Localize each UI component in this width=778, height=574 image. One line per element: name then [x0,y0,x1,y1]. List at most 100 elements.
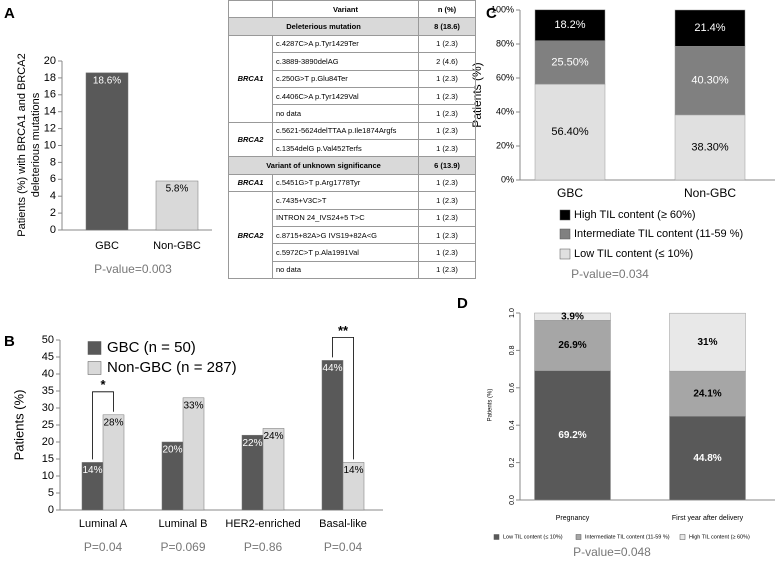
variant-table: Variant n (%) Deleterious mutation 8 (18.… [228,0,476,280]
y-tick-label: 100% [491,4,514,14]
count-cell: 1 (2.3) [418,138,476,158]
variant-row: no data 1 (2.3) [229,104,476,123]
bar-segment [534,320,611,371]
legend-swatch [559,209,571,221]
p-value: P=0.069 [160,540,205,554]
count-cell: 1 (2.3) [418,191,476,210]
y-tick-label: 50 [42,334,54,346]
variant-cell: c.5621-5624delTTAA p.Ile1874Argfs [272,121,419,141]
header-cell [228,0,273,19]
bar-segment [534,9,606,42]
y-tick-label: 80% [496,38,514,48]
x-tick-label: HER2-enriched [225,518,300,530]
p-value: P-value=0.034 [571,267,649,281]
legend-label: Low TIL content (≤ 10%) [574,248,693,260]
bar-segment [669,312,746,372]
x-tick-label: GBC [95,240,119,252]
y-tick-label: 5 [48,487,54,499]
value-label: 69.2% [558,430,586,441]
count-cell: 1 (2.3) [418,243,476,262]
variant-cell: c.3889-3890delAG [272,52,419,71]
y-tick-label: 2 [50,207,56,219]
legend-label: Non-GBC (n = 287) [107,359,237,376]
legend-label: High TIL content (≥ 60%) [574,209,696,221]
y-tick-label: 0 [48,504,54,516]
variant-row: BRCA2 c.7435+V3C>T 1 (2.3) [228,191,476,279]
panel-letter: D [457,295,468,312]
y-tick-label: 1.0 [509,308,516,318]
p-value: P-value=0.003 [94,262,172,276]
y-tick-label: 20 [42,436,54,448]
variant-cell: no data [272,260,419,280]
value-label: 24.1% [693,388,721,399]
y-tick-label: 4 [50,190,56,202]
y-tick-label: 12 [44,123,56,135]
y-tick-label: 0.2 [509,458,516,468]
y-tick-label: 8 [50,156,56,168]
y-tick-label: 0.8 [509,345,516,355]
y-tick-label: 30 [42,402,54,414]
variant-row: c.3889-3890delAG 2 (4.6) [229,52,476,71]
x-tick-label: Non-GBC [684,186,736,200]
value-label: 28% [103,417,123,428]
significance-bracket [92,391,114,460]
x-tick-label: Pregnancy [556,515,590,522]
y-tick-label: 14 [44,106,56,118]
bar-segment [674,9,746,47]
variant-cell: c.4287C>A p.Tyr1429Ter [272,34,419,54]
bar-segment [669,415,746,501]
legend-swatch [87,341,102,355]
table-body: Variant n (%) Deleterious mutation 8 (18.… [228,0,476,280]
significance-mark: ** [338,323,349,338]
value-label: 26.9% [558,340,586,351]
legend-swatch [493,534,500,540]
bar-segment [534,370,611,501]
variant-row: BRCA2 c.5621-5624delTTAA p.Ile1874Argfs 1 … [228,121,476,158]
legend-label: Low TIL content (≤ 10%) [503,534,563,540]
bar [342,462,365,511]
p-value: P=0.86 [244,540,283,554]
count-cell: 1 (2.3) [418,225,476,245]
variant-cell: c.8715+82A>G IVS19+82A<G [272,225,419,245]
count-cell: 1 (2.3) [418,69,476,88]
variant-row: no data 1 (2.3) [229,260,476,280]
y-tick-label: 18 [44,72,56,84]
x-tick-label: Non-GBC [153,240,201,252]
y-tick-label: 0% [501,174,514,184]
y-axis-label: Patients (%) [11,390,26,461]
y-tick-label: 20% [496,140,514,150]
value-label: 20% [162,445,182,456]
p-value: P=0.04 [324,540,363,554]
count-cell: 1 (2.3) [418,121,476,141]
bar-segment [674,114,746,181]
bar [262,428,285,511]
legend-swatch [87,361,102,375]
panel-letter: C [486,5,497,22]
gene-cell: BRCA1 [228,173,273,193]
gene-cell: BRCA2 [228,191,273,279]
legend-label: Intermediate TIL content (11-59 %) [585,534,670,540]
variant-row: BRCA1 c.5451G>T p.Arg1778Tyr 1 (2.3) [228,173,476,193]
bar [102,414,125,511]
y-tick-label: 10 [44,139,56,151]
legend-label: Intermediate TIL content (11-59 %) [574,228,743,240]
value-label: 25.50% [551,56,589,68]
count-cell: 1 (2.3) [418,208,476,227]
y-axis-label: deleterious mutations [30,92,42,197]
count-cell: 1 (2.3) [418,260,476,280]
variant-cell: c.4406C>A p.Tyr1429Val [272,86,419,106]
significance-bracket [332,337,354,460]
bar [321,360,344,511]
count-cell: 2 (4.6) [418,52,476,71]
y-tick-label: 0.4 [509,420,516,430]
gene-cell: BRCA1 [228,34,273,123]
y-tick-label: 20 [44,55,56,67]
value-label: 24% [263,431,283,442]
bar-segment [669,370,746,417]
section-row: Deleterious mutation 8 (18.6) [228,17,476,36]
variant-cell: no data [272,104,419,123]
y-tick-label: 25 [42,419,54,431]
panel-letter: B [4,333,15,350]
